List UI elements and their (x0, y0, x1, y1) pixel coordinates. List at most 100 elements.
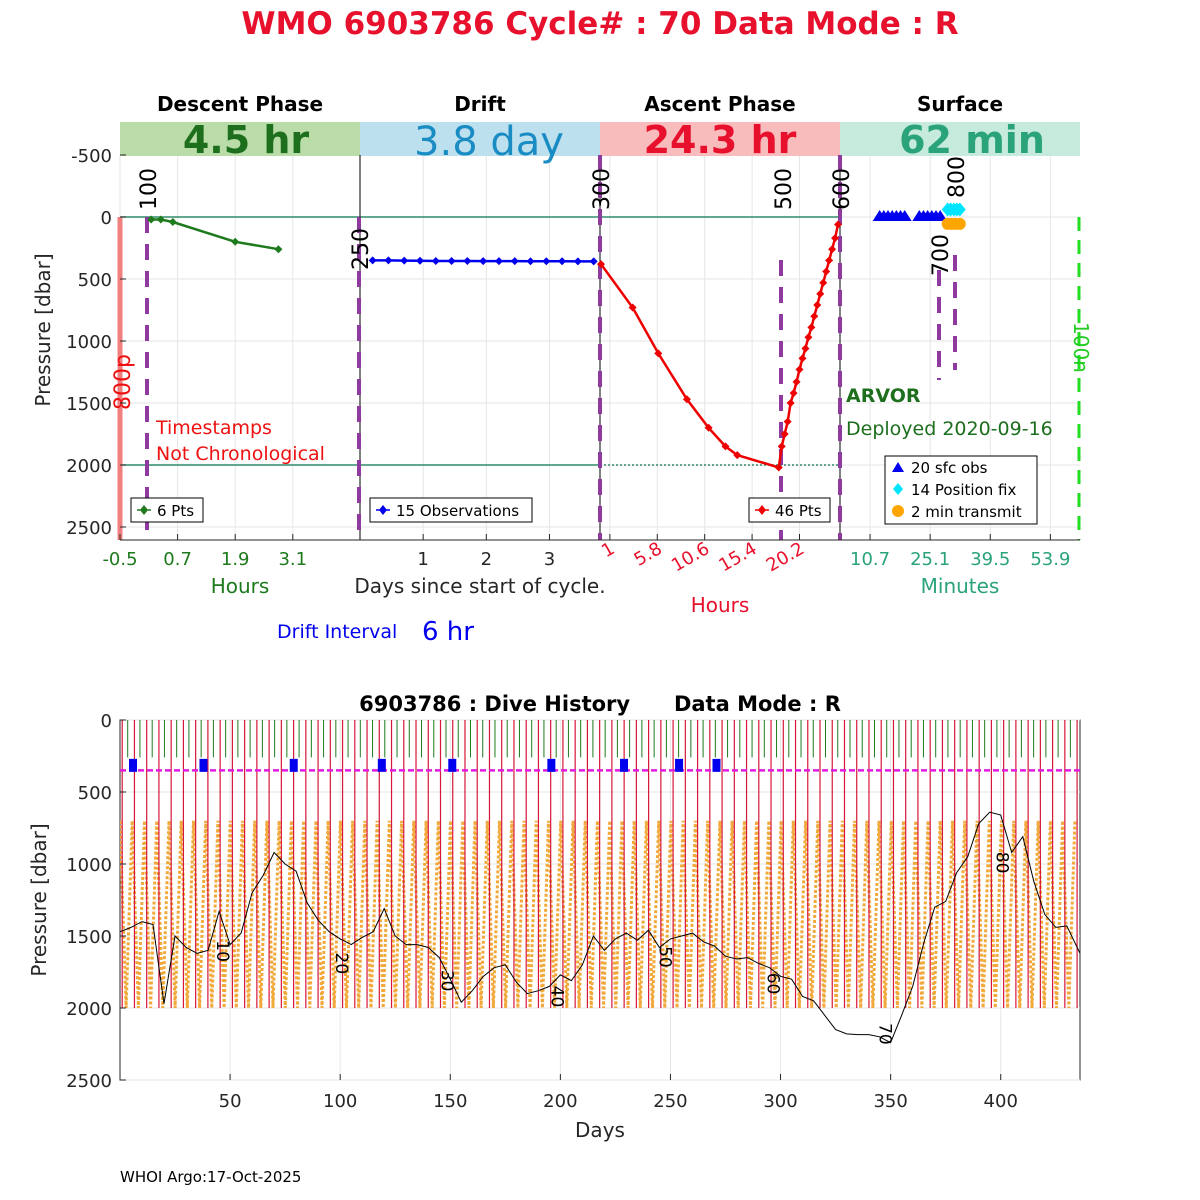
surface-legend: 20 sfc obs 14 Position fix 2 min transmi… (884, 455, 1038, 525)
top-data-point (798, 354, 807, 363)
cycle-number-label: 50 (654, 946, 674, 968)
descent-legend-label: 6 Pts (157, 502, 194, 520)
drift-burst (129, 758, 138, 772)
surface-duration-bar (840, 122, 1080, 156)
bottom-y-tick-label: 2500 (66, 1071, 112, 1092)
top-x-tick-label: 3 (544, 549, 555, 570)
ascent-x-tick-label: 10.6 (668, 538, 713, 576)
drift-x-axis-label: Days since start of cycle. (354, 574, 605, 598)
float-type-label: ARVOR (846, 385, 921, 407)
timestamps-annotation-line2: Not Chronological (156, 443, 325, 465)
drift-burst (620, 758, 629, 772)
top-data-point (774, 463, 783, 472)
max-depth-trace (120, 811, 1080, 1044)
bottom-y-axis: 0 500 1000 1500 2000 2500 (66, 711, 126, 1092)
top-y-axis: -500 0 500 1000 1500 2000 2500 (66, 146, 126, 539)
top-x-tick-label: 2 (481, 549, 492, 570)
top-data-point (479, 257, 488, 266)
top-data-point (168, 217, 177, 226)
ascent-x-tick-label: 5.8 (630, 538, 665, 571)
top-data-point (804, 333, 813, 342)
drift-legend-marker (379, 505, 387, 515)
top-y-tick-label: 0 (101, 208, 112, 229)
top-data-point (558, 257, 567, 266)
timestamps-annotation-line1: Timestamps (155, 417, 272, 439)
top-data-point (628, 303, 637, 312)
top-x-tick-label: 53.9 (1030, 549, 1070, 570)
marker-label-500: 500 (772, 168, 797, 210)
drift-legend: 15 Observations (369, 497, 533, 523)
bottom-cycle-labels: 10 20 30 40 50 60 70 80 (212, 852, 1011, 1045)
top-x-tick-label: 1 (417, 549, 428, 570)
cycle-number-label: 10 (212, 940, 232, 962)
top-data-point (384, 256, 393, 265)
ascent-x-tick-label: 1 (598, 538, 618, 562)
descent-legend-marker (140, 505, 148, 515)
drift-interval-label: Drift Interval (277, 621, 397, 643)
drift-duration-bar (360, 122, 600, 156)
ascent-x-tick-label: 20.2 (763, 538, 808, 576)
top-y-tick-label: 2000 (66, 456, 112, 477)
top-data-point (810, 312, 819, 321)
bottom-x-tick-label: 300 (763, 1091, 797, 1112)
top-series-line (599, 224, 840, 470)
top-data-point (819, 278, 828, 287)
bottom-panel: 6903786 : Dive History Data Mode : R 10 2… (27, 692, 1081, 1142)
drift-burst (199, 758, 208, 772)
surface-legend-diamond (893, 483, 903, 495)
top-data-point (368, 256, 377, 265)
top-data-point (231, 237, 240, 246)
top-x-tick-label: 39.5 (970, 549, 1010, 570)
bottom-y-tick-label: 0 (101, 711, 112, 732)
ascent-duration-bar (600, 122, 840, 156)
marker-label-100: 100 (137, 168, 162, 210)
top-data-point (825, 256, 834, 265)
bottom-x-axis-label: Days (575, 1118, 625, 1142)
bottom-y-tick-label: 1000 (66, 855, 112, 876)
surface-legend-label-fix: 14 Position fix (911, 481, 1016, 499)
dive-history-title: 6903786 : Dive History Data Mode : R (359, 692, 841, 716)
marker-label-600: 600 (830, 168, 855, 210)
top-x-tick-label: 0.7 (163, 549, 192, 570)
bottom-y-tick-label: 500 (78, 783, 112, 804)
top-data-point (801, 344, 810, 353)
top-x-tick-label: -0.5 (102, 549, 137, 570)
drift-legend-box (369, 497, 533, 523)
top-data-point (596, 260, 605, 269)
surface-legend-box (884, 455, 1038, 525)
descent-duration-bar (120, 122, 360, 156)
top-data-point (822, 267, 831, 276)
ascent-duration: 24.3 hr (644, 118, 797, 162)
bottom-x-tick-label: 250 (653, 1091, 687, 1112)
cycle-number-label: 60 (762, 973, 782, 995)
surface-phase-title: Surface (917, 92, 1003, 116)
surface-obs-marker (897, 210, 912, 221)
top-x-tick-label: 10.7 (850, 549, 890, 570)
top-data-point (416, 256, 424, 265)
top-data-point (147, 215, 156, 224)
top-data-point (792, 377, 801, 386)
top-x-tick-label: 25.1 (910, 549, 950, 570)
top-panel: Descent Phase Drift Ascent Phase Surface… (31, 92, 1093, 647)
drift-burst (712, 758, 721, 772)
surface-x-axis-label: Minutes (921, 574, 1000, 598)
bottom-y-tick-label: 1500 (66, 927, 112, 948)
top-data-point (542, 257, 551, 266)
cycle-number-label: 20 (331, 953, 351, 975)
drift-burst (675, 758, 684, 772)
surface-legend-triangle (892, 462, 904, 472)
top-data-point (704, 423, 713, 432)
top-y-tick-label: 2500 (66, 518, 112, 539)
top-data-point (400, 256, 409, 265)
top-data-point (786, 399, 795, 407)
top-y-tick-label: -500 (71, 146, 112, 167)
top-y-axis-label: Pressure [dbar] (31, 253, 55, 406)
drift-interval-value: 6 hr (422, 617, 474, 647)
top-data-point (573, 257, 582, 266)
top-data-point (795, 365, 804, 374)
drift-burst (377, 758, 386, 772)
surface-legend-label-obs: 20 sfc obs (911, 459, 988, 477)
drift-burst (547, 758, 556, 772)
top-data-point (780, 430, 789, 438)
